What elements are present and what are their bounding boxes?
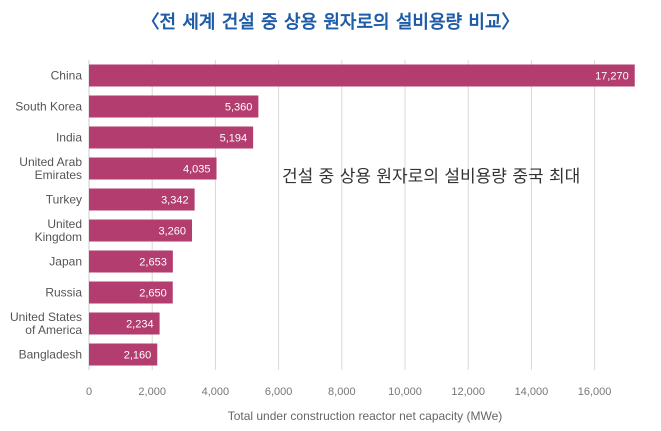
x-tick-label: 2,000 xyxy=(138,386,166,398)
category-label: United States of America xyxy=(10,310,82,337)
category-label: United Kingdom xyxy=(35,217,82,244)
bar-value-label: 4,035 xyxy=(183,164,211,176)
bar-value-label: 5,360 xyxy=(225,102,253,114)
bar xyxy=(89,188,195,211)
x-tick-label: 12,000 xyxy=(451,386,485,398)
category-label: Japan xyxy=(49,255,82,269)
category-label: India xyxy=(56,131,82,145)
x-tick-label: 4,000 xyxy=(202,386,230,398)
bar xyxy=(89,157,217,180)
x-tick-label: 16,000 xyxy=(578,386,612,398)
category-label: South Korea xyxy=(15,100,82,114)
category-label: Turkey xyxy=(46,193,82,207)
x-tick-label: 8,000 xyxy=(328,386,356,398)
category-label: Russia xyxy=(45,286,82,300)
x-tick-label: 0 xyxy=(86,386,92,398)
bar-value-label: 3,342 xyxy=(161,195,189,207)
x-tick-label: 14,000 xyxy=(515,386,549,398)
bar-value-label: 2,650 xyxy=(139,288,167,300)
category-label: China xyxy=(51,69,83,83)
category-label: Bangladesh xyxy=(19,348,82,362)
x-tick-label: 6,000 xyxy=(265,386,293,398)
bar-value-label: 3,260 xyxy=(158,226,186,238)
bar xyxy=(89,95,259,118)
x-axis-label: Total under construction reactor net cap… xyxy=(228,409,503,423)
chart-annotation: 건설 중 상용 원자로의 설비용량 중국 최대 xyxy=(282,167,581,187)
bar xyxy=(89,219,193,242)
bar-value-label: 2,160 xyxy=(124,350,152,362)
bar-value-label: 2,234 xyxy=(126,319,154,331)
bar xyxy=(89,281,173,304)
bar-value-label: 17,270 xyxy=(595,71,629,83)
category-label: United Arab Emirates xyxy=(19,155,82,182)
x-tick-label: 10,000 xyxy=(388,386,422,398)
bar xyxy=(89,64,635,87)
chart-title: 〈전 세계 건설 중 상용 원자로의 설비용량 비교〉 xyxy=(141,12,520,33)
bar xyxy=(89,250,173,273)
bar xyxy=(89,312,160,335)
bar-value-label: 5,194 xyxy=(220,133,248,145)
bar xyxy=(89,343,158,366)
bar-value-label: 2,653 xyxy=(139,257,167,269)
bar xyxy=(89,126,254,149)
